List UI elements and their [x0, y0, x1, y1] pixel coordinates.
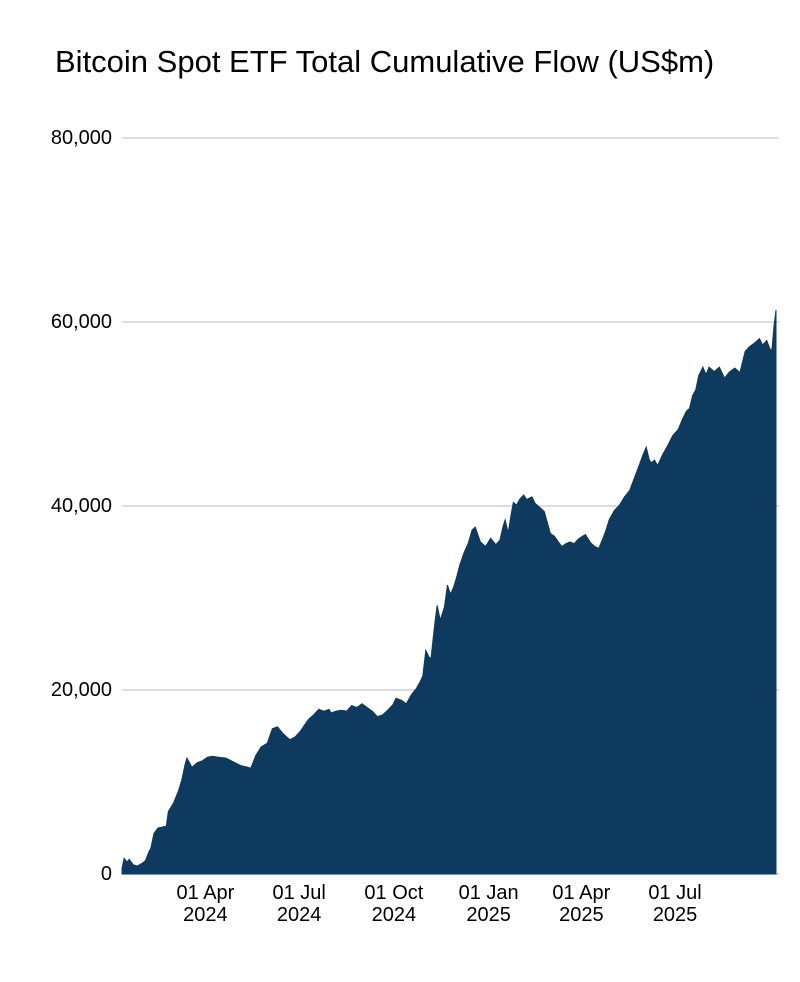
x-axis-tick-label: 01 Oct 2024: [364, 882, 424, 926]
y-axis-tick-label: 60,000: [50, 311, 112, 333]
chart-title: Bitcoin Spot ETF Total Cumulative Flow (…: [55, 44, 715, 79]
y-axis-tick-label: 80,000: [50, 127, 112, 149]
x-axis-tick-label: 01 Apr 2024: [176, 882, 235, 926]
area-series: [121, 309, 777, 875]
x-axis-tick-label: 01 Jan 2025: [458, 882, 519, 926]
plot-area: [121, 137, 779, 875]
x-axis-tick-label: 01 Jul 2024: [272, 882, 326, 926]
y-axis-tick-label: 40,000: [50, 495, 112, 517]
x-axis-tick-label: 01 Apr 2025: [552, 882, 611, 926]
x-axis-tick-label: 01 Jul 2025: [648, 882, 702, 926]
y-axis-tick-label: 0: [100, 863, 112, 885]
y-axis-tick-label: 20,000: [50, 679, 112, 701]
